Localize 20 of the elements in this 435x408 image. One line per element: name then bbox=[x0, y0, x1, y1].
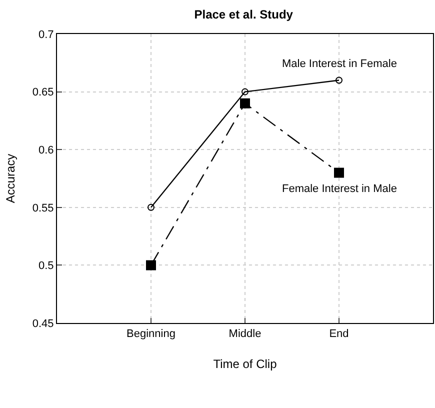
point bbox=[148, 204, 154, 211]
point bbox=[146, 260, 156, 270]
x-axis-title: Time of Clip bbox=[213, 357, 278, 372]
x-tick-label: End bbox=[329, 328, 349, 340]
point bbox=[334, 168, 344, 178]
series-label: Male Interest in Female bbox=[282, 58, 397, 70]
y-tick-label: 0.55 bbox=[32, 202, 54, 214]
series-label: Female Interest in Male bbox=[282, 183, 397, 195]
point bbox=[336, 76, 342, 84]
y-axis-title: Accuracy bbox=[4, 154, 18, 204]
point bbox=[240, 98, 250, 108]
chart-title: Place et al. Study bbox=[194, 8, 294, 22]
y-tick-label: 0.7 bbox=[38, 28, 54, 41]
x-tick-label: Middle bbox=[228, 328, 262, 340]
y-tick-label: 0.65 bbox=[32, 86, 54, 99]
y-tick-label: 0.45 bbox=[32, 318, 54, 330]
y-tick-label: 0.6 bbox=[38, 144, 54, 156]
point bbox=[242, 88, 248, 96]
x-tick-label: Beginning bbox=[126, 328, 176, 340]
y-tick-label: 0.5 bbox=[38, 260, 54, 272]
